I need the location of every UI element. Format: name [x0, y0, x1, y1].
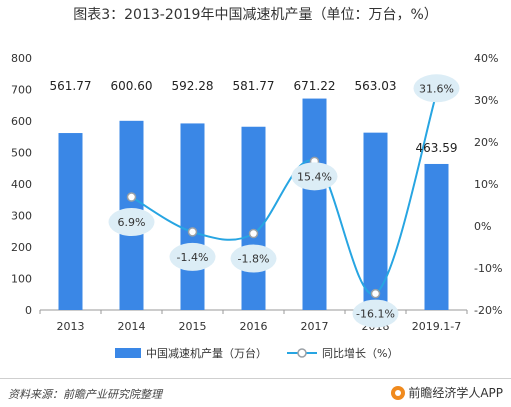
growth-data-label: -1.8%: [238, 253, 270, 266]
growth-data-label: 15.4%: [297, 170, 332, 183]
y-right-tick-label: -20%: [474, 304, 502, 317]
x-tick-label: 2015: [179, 320, 207, 333]
x-tick-label: 2014: [118, 320, 146, 333]
growth-data-label: -1.4%: [177, 251, 209, 264]
growth-label-bubble: [352, 299, 399, 328]
growth-data-label: 31.6%: [419, 82, 454, 95]
x-tick-label: 2016: [240, 320, 268, 333]
bar: [302, 98, 327, 310]
y-left-tick-label: 700: [11, 84, 32, 97]
growth-label-bubble: [291, 162, 338, 191]
y-right-tick-label: -10%: [474, 262, 502, 275]
bar-data-label: 671.22: [294, 79, 336, 93]
y-right-tick-label: 0%: [474, 220, 491, 233]
bar: [241, 126, 266, 310]
bar-data-label: 463.59: [416, 141, 458, 155]
brand: 前瞻经济学人APP: [391, 384, 503, 401]
bar-data-label: 561.77: [50, 79, 92, 93]
y-left-tick-label: 100: [11, 273, 32, 286]
growth-point: [248, 228, 259, 239]
y-left-tick-label: 0: [25, 304, 32, 317]
growth-label-bubble: [230, 244, 277, 273]
data-labels-layer: 6.9% -1.4% -1.8% 15.4% -16.1% 31.6% 561.77 600.…: [50, 74, 460, 328]
legend-line-label: 同比增长（%）: [322, 346, 398, 360]
source-note: 资料来源：前瞻产业研究院整理: [8, 388, 162, 401]
y-left-tick-label: 400: [11, 178, 32, 191]
y-right-tick-label: 40%: [474, 52, 498, 65]
bar-data-label: 600.60: [111, 79, 153, 93]
growth-point: [126, 192, 137, 202]
y-right-tick-label: 30%: [474, 94, 498, 107]
brand-name: 前瞻经济学人APP: [408, 386, 503, 400]
y-left-tick-label: 800: [11, 52, 32, 65]
y-left-tick-label: 200: [11, 241, 32, 254]
x-tick-label: 2019.1-7: [412, 320, 461, 333]
bar-data-label: 563.03: [355, 79, 397, 93]
y-right-tick-label: 20%: [474, 136, 498, 149]
y-left-tick-label: 600: [11, 115, 32, 128]
bar: [58, 133, 83, 310]
bars-layer: [58, 98, 449, 311]
bar: [180, 123, 205, 311]
growth-label-bubble: [108, 208, 155, 237]
bar-data-label: 592.28: [172, 79, 214, 93]
growth-point: [370, 288, 381, 299]
y-left-tick-label: 300: [11, 210, 32, 223]
y-left-tick-label: 500: [11, 147, 32, 160]
axes-layer: 0 100 200 300 400 500 600 700 800 -20% -10% 0% 10% 20…: [11, 52, 502, 333]
bar: [424, 163, 449, 310]
legend-line-marker: [297, 348, 307, 358]
growth-label-bubble: [169, 242, 216, 271]
bar-data-label: 581.77: [233, 79, 275, 93]
x-tick-label: 2017: [301, 320, 329, 333]
bar: [363, 132, 388, 310]
footer: 资料来源：前瞻产业研究院整理 前瞻经济学人APP: [0, 378, 511, 407]
growth-point: [187, 227, 198, 237]
legend-bar-label: 中国减速机产量（万台）: [146, 346, 267, 360]
y-right-tick-label: 10%: [474, 178, 498, 191]
growth-data-label: 6.9%: [118, 216, 146, 229]
line-layer: [126, 88, 442, 299]
growth-data-label: -16.1%: [356, 308, 395, 321]
x-tick-label: 2013: [57, 320, 85, 333]
legend: 中国减速机产量（万台） 同比增长（%）: [115, 346, 398, 360]
chart-title: 图表3：2013-2019年中国减速机产量（单位：万台，%）: [73, 7, 438, 23]
growth-label-bubble: [413, 74, 460, 103]
legend-bar-swatch: [115, 348, 141, 358]
brand-logo-icon: [391, 385, 406, 400]
chart-svg: 0 100 200 300 400 500 600 700 800 -20% -10% 0% 10% 20…: [11, 52, 502, 360]
